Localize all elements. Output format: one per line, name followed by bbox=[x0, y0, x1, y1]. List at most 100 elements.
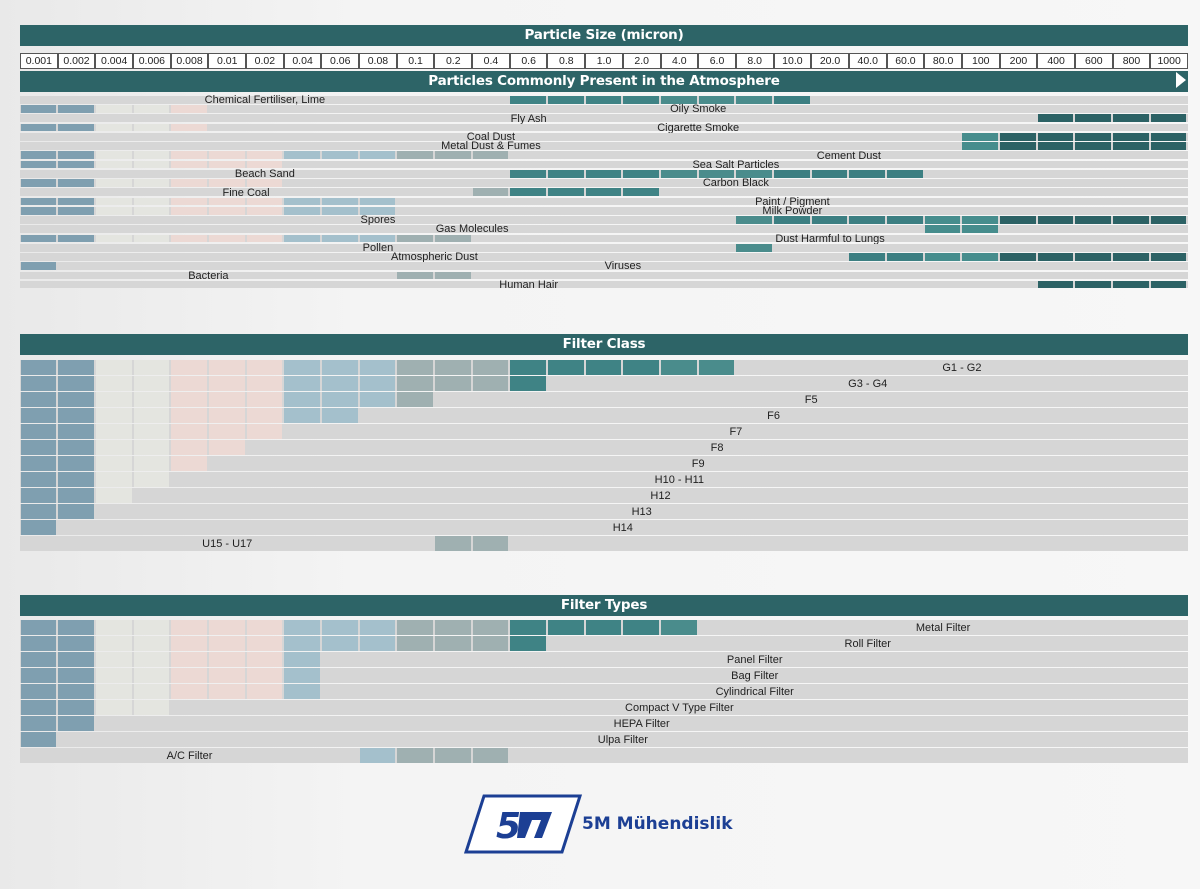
range-cell bbox=[133, 197, 170, 206]
range-cell bbox=[171, 440, 207, 455]
scale-tick-label: 0.004 bbox=[95, 53, 134, 69]
range-cell bbox=[472, 360, 509, 375]
range-cell bbox=[321, 392, 358, 407]
range-label: Carbon Black bbox=[702, 177, 769, 190]
range-cell bbox=[95, 620, 132, 635]
range-label: Bacteria bbox=[188, 269, 229, 282]
range-cell bbox=[472, 188, 509, 197]
range-cell bbox=[208, 424, 245, 439]
range-cell bbox=[774, 216, 810, 224]
range-cell bbox=[95, 440, 132, 455]
company-name: 5M Mühendislik bbox=[582, 814, 733, 834]
range-cell bbox=[547, 620, 584, 635]
range-cell bbox=[246, 620, 283, 635]
range-label: Beach Sand bbox=[234, 168, 295, 181]
scale-tick-label: 10.0 bbox=[773, 53, 812, 69]
range-cell bbox=[962, 142, 999, 150]
range-cell bbox=[321, 234, 358, 243]
range-cell bbox=[58, 392, 94, 407]
range-cell bbox=[359, 360, 396, 375]
scale-tick-label: 0.008 bbox=[170, 53, 209, 69]
range-cell bbox=[20, 262, 57, 271]
range-cell bbox=[208, 392, 245, 407]
range-cell bbox=[623, 96, 659, 104]
range-cell bbox=[849, 253, 886, 261]
range-cell bbox=[20, 424, 57, 439]
range-cell bbox=[58, 488, 94, 503]
range-cell bbox=[133, 206, 170, 215]
range-cell bbox=[849, 169, 886, 178]
range-cell bbox=[661, 96, 697, 104]
range-label: Gas Molecules bbox=[435, 223, 509, 236]
range-label: Pollen bbox=[362, 241, 394, 254]
range-cell bbox=[95, 376, 132, 391]
range-cell bbox=[1037, 280, 1074, 289]
range-cell bbox=[20, 520, 57, 535]
range-cell bbox=[547, 169, 584, 178]
row-background bbox=[20, 504, 1188, 519]
range-cell bbox=[246, 684, 283, 699]
range-label: Ulpa Filter bbox=[597, 733, 648, 746]
range-label: Milk Powder bbox=[762, 204, 823, 217]
arrow-right-icon bbox=[1176, 72, 1186, 88]
range-cell bbox=[208, 160, 245, 169]
range-label: Cigarette Smoke bbox=[657, 121, 740, 134]
range-cell bbox=[133, 440, 170, 455]
range-cell bbox=[661, 360, 697, 375]
range-cell bbox=[924, 253, 961, 261]
scale-tick-label: 200 bbox=[999, 53, 1038, 69]
range-label: G3 - G4 bbox=[848, 377, 888, 390]
range-cell bbox=[1113, 132, 1149, 141]
row-background bbox=[20, 179, 1188, 187]
scale-tick-label: 400 bbox=[1037, 53, 1075, 69]
range-cell bbox=[1113, 280, 1149, 289]
range-cell bbox=[58, 376, 94, 391]
range-cell bbox=[95, 179, 132, 187]
range-cell bbox=[208, 408, 245, 423]
range-cell bbox=[171, 197, 207, 206]
range-cell bbox=[58, 151, 94, 160]
range-cell bbox=[397, 748, 433, 763]
range-cell bbox=[208, 684, 245, 699]
range-label: Spores bbox=[360, 214, 396, 227]
scale-tick-label: 0.001 bbox=[20, 53, 58, 69]
range-cell bbox=[1150, 253, 1187, 261]
range-cell bbox=[1075, 132, 1112, 141]
range-label: A/C Filter bbox=[166, 749, 213, 762]
row-background bbox=[20, 142, 1188, 150]
range-label: Viruses bbox=[604, 260, 642, 273]
range-cell bbox=[58, 160, 94, 169]
range-cell bbox=[510, 360, 546, 375]
range-cell bbox=[20, 504, 57, 519]
row-background bbox=[20, 253, 1188, 261]
row-background bbox=[20, 123, 1188, 132]
range-cell bbox=[924, 225, 961, 234]
row-background bbox=[20, 700, 1188, 715]
range-cell bbox=[1000, 142, 1036, 150]
company-logo: 5 bbox=[463, 794, 583, 854]
range-cell bbox=[924, 216, 961, 224]
row-background bbox=[20, 160, 1188, 169]
range-cell bbox=[661, 169, 697, 178]
range-cell bbox=[58, 716, 94, 731]
range-cell bbox=[321, 360, 358, 375]
range-cell bbox=[208, 206, 245, 215]
range-cell bbox=[698, 360, 735, 375]
range-cell bbox=[171, 179, 207, 187]
range-label: H14 bbox=[612, 521, 633, 534]
filter-class-grid: G1 - G2 G3 - G4 F5 F6 F7 F8 F9 H10 - H11 H12 H13 H… bbox=[20, 360, 1188, 552]
range-cell bbox=[133, 684, 170, 699]
range-cell bbox=[133, 360, 170, 375]
range-cell bbox=[359, 151, 396, 160]
atmosphere-section-title: Particles Commonly Present in the Atmosp… bbox=[20, 71, 1188, 92]
range-cell bbox=[133, 620, 170, 635]
range-cell bbox=[95, 488, 132, 503]
range-cell bbox=[208, 234, 245, 243]
range-cell bbox=[95, 684, 132, 699]
range-cell bbox=[95, 197, 132, 206]
row-background bbox=[20, 105, 1188, 113]
range-cell bbox=[321, 620, 358, 635]
range-label: H13 bbox=[631, 505, 652, 518]
range-cell bbox=[58, 684, 94, 699]
range-cell bbox=[133, 668, 170, 683]
